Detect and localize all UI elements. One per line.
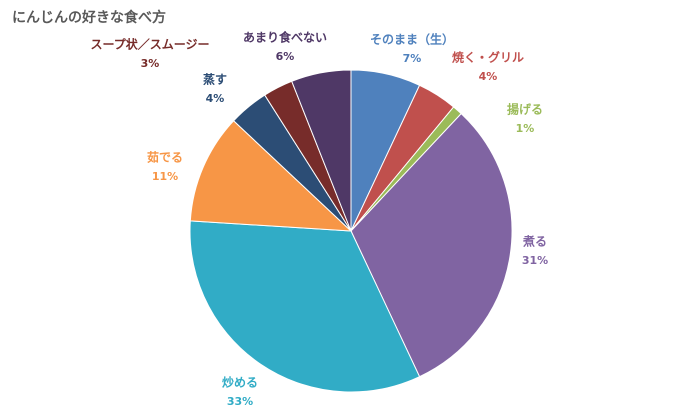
slice-label: 煮る (522, 234, 547, 249)
slice-value-label: 6% (276, 50, 295, 63)
slice-value-label: 3% (141, 57, 160, 70)
slice-label: 焼く・グリル (452, 50, 524, 65)
slice-value-label: 4% (206, 92, 225, 105)
pie-slice (291, 69, 352, 232)
slice-label: あまり食べない (243, 30, 327, 45)
slice-value-label: 1% (516, 122, 535, 135)
slice-label: 茹でる (147, 150, 183, 165)
chart-title: にんじんの好きな食べ方 (12, 9, 166, 26)
slice-value-label: 4% (479, 70, 498, 83)
pie-slice (189, 220, 421, 393)
slice-value-label: 11% (152, 170, 178, 183)
pie-slice (189, 120, 353, 232)
slice-label: スープ状／スムージー (90, 37, 209, 52)
slice-label: そのまま（生） (370, 32, 454, 47)
slice-label: 揚げる (507, 102, 543, 117)
slice-value-label: 7% (403, 52, 422, 65)
slice-label: 蒸す (203, 72, 227, 87)
slice-value-label: 33% (227, 395, 253, 408)
pie-slice (350, 112, 513, 378)
slice-value-label: 31% (522, 254, 548, 267)
slice-label: 炒める (222, 376, 258, 390)
